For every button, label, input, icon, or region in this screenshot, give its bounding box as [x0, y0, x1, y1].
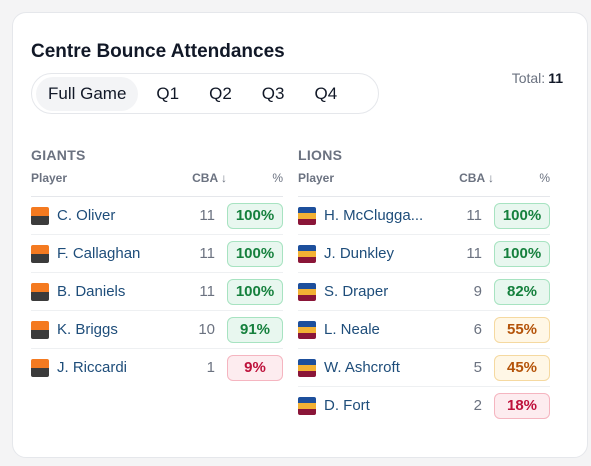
team-table: GIANTS Player CBA ↓% C. Oliver 11 100% F. Call… [31, 147, 283, 386]
tab[interactable]: Q3 [261, 83, 285, 103]
percent-badge: 82% [494, 278, 550, 305]
player-row: W. Ashcroft 5 45% [298, 349, 550, 387]
player-row: K. Briggs 10 91% [31, 311, 283, 349]
cba-count: 11 [199, 207, 215, 224]
percent-badge: 100% [227, 202, 283, 229]
percent-badge: 91% [227, 316, 283, 343]
tab[interactable]: Q4 [314, 83, 338, 103]
table-header: Player CBA ↓% [31, 171, 283, 197]
column-header: % [272, 171, 283, 185]
player-row: D. Fort 2 18% [298, 387, 550, 424]
card: Centre Bounce Attendances Full Game Q1 Q2 Q… [12, 12, 588, 458]
player-row: H. McClugga... 11 100% [298, 197, 550, 235]
percent-badge: 100% [227, 278, 283, 305]
team-icon [31, 206, 49, 225]
team-icon [298, 282, 316, 301]
total-value: 11 [548, 70, 563, 86]
cba-count: 2 [473, 397, 482, 414]
percent-badge: 45% [494, 354, 550, 381]
cba-count: 11 [466, 207, 482, 224]
column-header: Player [298, 171, 335, 185]
team-icon [31, 244, 49, 263]
team-icon [31, 358, 49, 377]
player-row: S. Draper 9 82% [298, 273, 550, 311]
team-name: GIANTS [31, 147, 86, 163]
team-icon [298, 244, 316, 263]
table-header: Player CBA ↓% [298, 171, 550, 197]
cba-count: 10 [198, 321, 215, 338]
tab-bar: Full Game Q1 Q2 Q3 Q4 [31, 73, 379, 114]
team-table: LIONS Player CBA ↓% H. McClugga... 11 100% J. … [298, 147, 550, 424]
percent-badge: 100% [227, 240, 283, 267]
player-row: L. Neale 6 55% [298, 311, 550, 349]
cba-count: 9 [473, 283, 482, 300]
cba-count: 11 [199, 245, 215, 262]
player-row: F. Callaghan 11 100% [31, 235, 283, 273]
cba-count: 11 [199, 283, 215, 300]
tab[interactable]: Q2 [209, 83, 232, 103]
player-name[interactable]: S. Draper [324, 283, 389, 300]
column-header[interactable]: CBA ↓ [192, 171, 227, 185]
player-name[interactable]: D. Fort [324, 397, 370, 414]
cba-count: 1 [206, 359, 215, 376]
player-name[interactable]: J. Riccardi [57, 359, 128, 376]
player-row: C. Oliver 11 100% [31, 197, 283, 235]
column-header: Player [31, 171, 68, 185]
percent-badge: 18% [494, 392, 550, 419]
tab[interactable]: Q1 [156, 83, 180, 103]
column-header: % [539, 171, 550, 185]
player-row: J. Riccardi 1 9% [31, 349, 283, 386]
cba-count: 5 [473, 359, 482, 376]
tab[interactable]: Full Game [36, 76, 139, 111]
player-row: B. Daniels 11 100% [31, 273, 283, 311]
player-name[interactable]: F. Callaghan [57, 245, 141, 262]
percent-badge: 100% [494, 202, 550, 229]
player-name[interactable]: W. Ashcroft [324, 359, 400, 376]
player-name[interactable]: C. Oliver [57, 207, 116, 224]
team-icon [31, 282, 49, 301]
team-name: LIONS [298, 147, 343, 163]
team-icon [298, 320, 316, 339]
total-label: Total: [511, 70, 546, 86]
player-name[interactable]: J. Dunkley [324, 245, 395, 262]
total: Total: 11 [512, 70, 563, 86]
player-name[interactable]: B. Daniels [57, 283, 126, 300]
team-icon [298, 358, 316, 377]
team-icon [298, 206, 316, 225]
player-name[interactable]: K. Briggs [57, 321, 118, 338]
column-header[interactable]: CBA ↓ [459, 171, 494, 185]
title: Centre Bounce Attendances [31, 41, 285, 62]
player-name[interactable]: H. McClugga... [324, 207, 424, 224]
player-name[interactable]: L. Neale [324, 321, 380, 338]
percent-badge: 100% [494, 240, 550, 267]
player-row: J. Dunkley 11 100% [298, 235, 550, 273]
team-icon [298, 396, 316, 415]
percent-badge: 9% [227, 354, 283, 381]
team-icon [31, 320, 49, 339]
cba-count: 6 [473, 321, 482, 338]
percent-badge: 55% [494, 316, 550, 343]
cba-count: 11 [466, 245, 482, 262]
